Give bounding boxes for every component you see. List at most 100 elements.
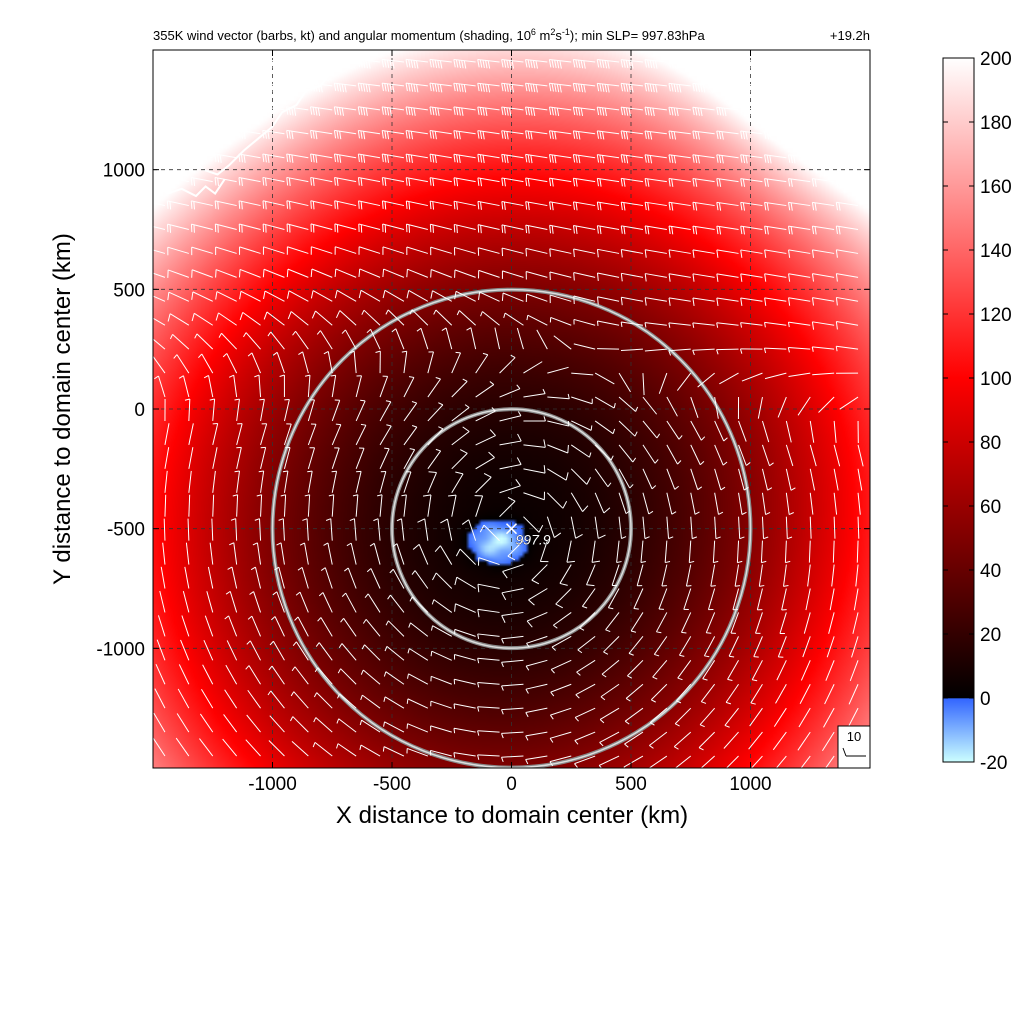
wind-barb-feather [817,83,820,92]
wind-barb-staff [680,612,692,633]
wind-barb-staff [276,352,285,374]
wind-barb-half-feather [635,406,639,412]
wind-barb-staff [570,516,577,539]
wind-barb-half-feather [575,694,580,699]
wind-barb-feather [434,107,437,116]
wind-barb-staff [857,468,863,491]
wind-barb-feather [671,59,674,68]
wind-barb-staff [848,684,859,705]
wind-barb-feather [578,83,581,92]
wind-barb-staff [223,714,238,733]
wind-barb-staff [477,730,500,733]
wind-barb-feather [572,130,576,139]
wind-barb-staff [727,660,739,680]
wind-barb-feather [482,83,485,92]
wind-barb-staff [153,178,166,183]
wind-barb-staff [453,106,476,111]
wind-barb-staff [184,566,190,589]
wind-barb-feather [676,60,679,69]
wind-barb-feather [169,83,172,92]
wind-barb-staff [322,592,333,613]
wind-barb-staff [594,492,605,514]
wind-barb-half-feather [346,542,352,547]
wind-barb-feather [535,60,538,69]
wind-barb-half-feather [317,617,322,622]
wind-barb-staff [668,249,691,254]
wind-barb-feather [146,178,147,186]
wind-barb-half-feather [603,651,609,655]
wind-barb-staff [730,612,740,634]
wind-barb-half-feather [383,671,387,677]
wind-barb-feather [790,178,793,187]
wind-barb-feather [262,153,265,162]
wind-barb-feather [668,249,671,258]
wind-barb-feather [504,225,506,234]
wind-barb-staff [451,381,468,398]
wind-barb-staff [482,311,500,326]
wind-barb-feather [527,107,531,116]
wind-barb-feather [718,226,722,235]
wind-barb-staff [477,106,500,111]
wind-barb-feather [384,83,387,92]
wind-barb-feather [549,178,552,187]
wind-barb-feather [601,83,605,92]
wind-barb-staff [526,611,548,622]
wind-barb-feather [315,131,318,140]
wind-barb-feather [787,154,791,163]
wind-barb-half-feather [352,494,358,497]
wind-barb-feather [554,83,557,92]
wind-barb-feather [769,131,772,140]
wind-barb-half-feather [599,742,604,747]
wind-barb-feather [530,107,533,116]
wind-barb-feather [607,84,610,93]
wind-barb-staff [645,225,667,230]
wind-barb-half-feather [246,640,251,645]
wind-barb-feather [766,155,769,164]
wind-barb-staff [692,225,715,230]
wind-barb-staff [603,636,620,653]
wind-barb-staff [700,755,715,768]
wind-barb-staff [573,130,596,135]
wind-barb-feather [788,226,791,235]
wind-barb-half-feather [783,585,789,587]
wind-barb-staff [785,516,788,539]
wind-barb-half-feather [654,459,659,464]
wind-barb-staff [382,246,405,254]
wind-barb-staff [501,177,524,183]
wind-barb-feather [575,154,578,163]
wind-barb-staff [311,246,333,254]
wind-barb-staff [784,540,787,563]
wind-barb-staff [431,675,452,685]
wind-barb-staff [270,331,285,350]
wind-barb-feather [840,155,844,164]
wind-barb-feather [215,312,219,321]
wind-barb-half-feather [835,346,838,352]
wind-barb-half-feather [517,411,522,417]
wind-barb-staff [499,440,522,446]
wind-barb-feather [623,226,626,235]
wind-barb-feather [272,84,275,93]
wind-barb-feather [527,178,530,187]
wind-barb-feather [461,84,464,93]
wind-barb-half-feather [621,536,627,540]
wind-barb-feather [718,155,722,164]
wind-barb-feather [357,177,360,186]
wind-barb-staff [295,641,309,661]
wind-barb-feather [171,154,174,163]
wind-barb-feather [822,60,825,69]
wind-barb-feather [336,130,339,139]
wind-barb-feather [146,83,147,91]
wind-barb-half-feather [209,398,215,401]
wind-barb-feather [488,451,495,458]
wind-barb-staff [836,225,859,230]
wind-barb-feather [764,249,767,258]
wind-barb-half-feather [386,424,392,427]
wind-barb-feather [774,84,777,93]
wind-barb-feather [310,200,312,209]
wind-barb-feather [190,153,193,162]
wind-barb-staff [359,268,381,278]
wind-barb-half-feather [608,607,614,610]
wind-barb-staff [618,444,634,463]
wind-barb-feather [575,225,578,234]
wind-barb-half-feather [304,494,310,497]
